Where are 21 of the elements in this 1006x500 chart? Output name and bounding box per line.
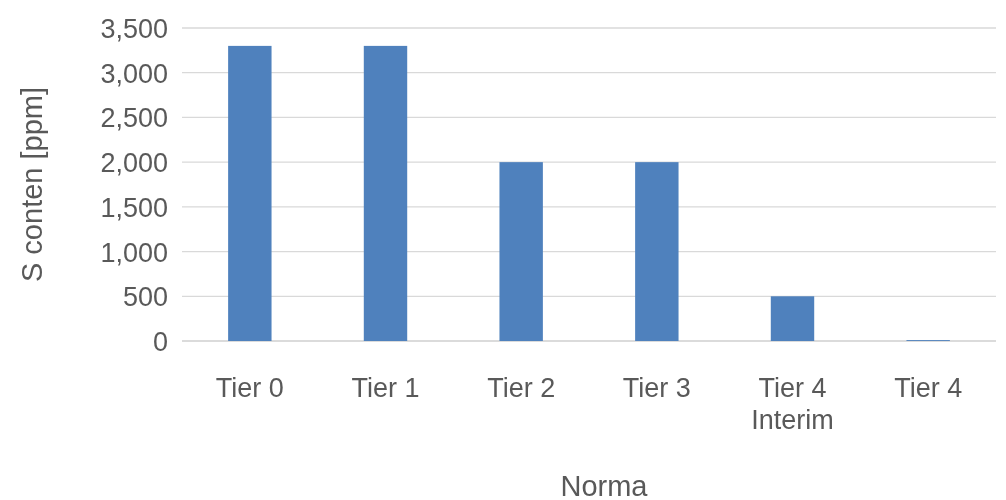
y-tick-label: 3,000 — [100, 58, 168, 89]
bar — [228, 45, 272, 341]
bar — [499, 162, 543, 341]
x-axis-title: Norma — [560, 470, 649, 500]
x-tick-label: Tier 1 — [351, 373, 420, 403]
y-tick-label: 0 — [152, 326, 168, 357]
y-tick-label: 3,500 — [100, 13, 168, 44]
x-tick-label: Tier 3 — [622, 373, 691, 403]
bar — [770, 296, 815, 341]
x-tick-label: Tier 4 — [894, 373, 963, 403]
y-tick-label: 1,500 — [100, 192, 168, 223]
x-tick-label: Tier 2 — [487, 373, 556, 403]
y-tick-label: 2,500 — [100, 103, 168, 134]
bar — [635, 162, 679, 341]
y-tick-label: 1,000 — [100, 237, 168, 268]
y-axis-title: S conten [ppm] — [16, 86, 48, 283]
y-tick-label: 500 — [122, 282, 168, 313]
x-tick-label: Tier 0 — [215, 373, 284, 403]
x-tick-label: Tier 4 Interim — [751, 373, 834, 436]
bar — [363, 45, 408, 341]
y-tick-label: 2,000 — [100, 148, 168, 179]
